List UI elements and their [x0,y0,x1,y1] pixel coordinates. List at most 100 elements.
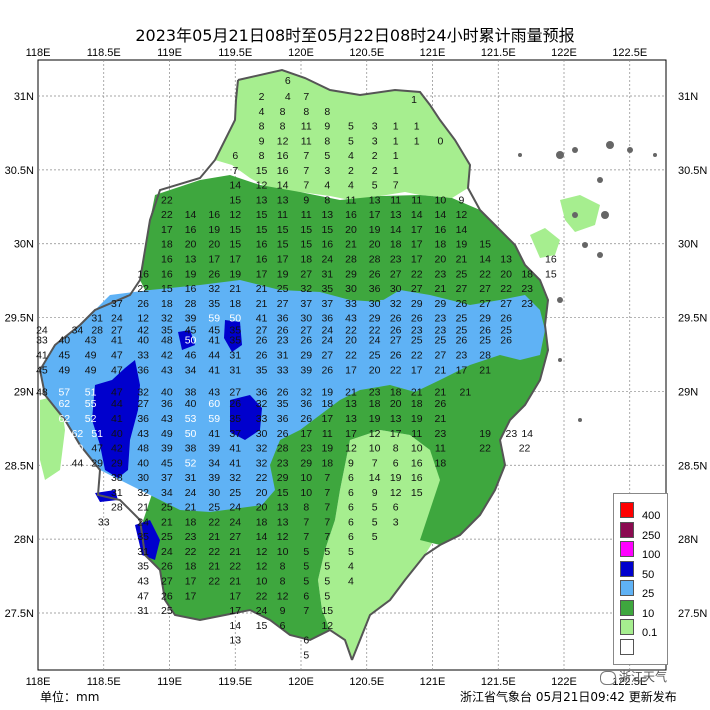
station-value: 14 [229,180,241,192]
station-value: 0 [437,135,443,147]
station-value: 42 [111,443,123,455]
station-value: 26 [411,313,423,325]
station-value: 21 [479,364,491,376]
station-value: 10 [300,487,312,499]
station-value: 41 [36,350,48,362]
station-value: 22 [161,194,173,206]
station-value: 34 [208,457,220,469]
station-value: 18 [161,239,173,251]
station-value: 29 [435,298,447,310]
station-value: 39 [208,472,220,484]
station-value: 13 [277,194,289,206]
station-value: 47 [111,364,123,376]
station-value: 18 [435,457,447,469]
station-value: 24 [321,335,333,347]
station-value: 16 [161,268,173,280]
station-value: 5 [372,516,378,528]
station-value: 19 [456,239,468,251]
station-value: 8 [303,502,309,514]
station-value: 9 [303,194,309,206]
station-value: 16 [277,150,289,162]
station-value: 6 [303,635,309,647]
station-value: 15 [300,239,312,251]
station-value: 11 [301,135,312,147]
station-value: 23 [277,457,289,469]
station-value: 35 [321,283,333,295]
station-value: 33 [277,364,289,376]
station-value: 25 [435,335,447,347]
station-value: 15 [479,239,491,251]
station-value: 33 [345,298,357,310]
station-value: 26 [500,313,512,325]
station-value: 24 [137,516,149,528]
station-value: 13 [321,209,333,221]
station-value: 6 [280,620,286,632]
lon-label-bottom: 122.5E [612,676,647,688]
station-value: 17 [345,428,357,440]
station-value: 15 [161,283,173,295]
station-value: 8 [303,106,309,118]
station-value: 27 [229,386,241,398]
station-value: 57 [58,386,70,398]
station-value: 11 [390,194,401,206]
station-value: 26 [277,386,289,398]
station-value: 14 [521,428,533,440]
station-value: 32 [137,487,149,499]
station-value: 62 [58,413,70,425]
station-value: 7 [303,150,309,162]
station-value: 4 [324,180,330,192]
station-value: 23 [277,335,289,347]
legend-label: 50 [642,568,655,581]
station-value: 24 [185,487,197,499]
station-value: 35 [229,324,241,336]
legend: 400 250 100 50 25 10 0.1 [613,493,668,665]
station-value: 7 [372,457,378,469]
lat-label-left: 28N [14,534,34,546]
station-value: 5 [372,502,378,514]
station-value: 5 [348,121,354,133]
station-value: 21 [256,298,268,310]
station-value: 38 [111,472,123,484]
station-value: 33 [256,413,268,425]
station-value: 41 [229,443,241,455]
station-value: 11 [411,194,422,206]
station-value: 3 [372,121,378,133]
legend-label: 25 [642,588,655,600]
lon-label-top: 121E [420,47,446,59]
station-value: 25 [369,350,381,362]
station-value: 23 [435,324,447,336]
station-value: 30 [208,487,220,499]
station-value: 22 [229,561,241,573]
station-value: 26 [137,298,149,310]
station-value: 17 [256,268,268,280]
station-value: 16 [411,457,423,469]
station-value: 27 [479,283,491,295]
station-value: 26 [479,324,491,336]
station-value: 52 [185,457,197,469]
station-value: 16 [185,224,197,236]
station-value: 53 [185,413,197,425]
station-value: 26 [161,561,173,573]
station-value: 33 [98,516,110,528]
station-value: 31 [185,472,197,484]
station-value: 30 [300,313,312,325]
station-value: 20 [435,253,447,265]
station-value: 22 [411,268,423,280]
station-value: 15 [277,239,289,251]
station-value: 20 [256,502,268,514]
station-value: 21 [229,576,241,588]
station-value: 15 [545,268,557,280]
station-value: 21 [456,253,468,265]
station-value: 50 [185,428,197,440]
station-value: 32 [137,386,149,398]
station-value: 25 [456,324,468,336]
station-value: 32 [256,443,268,455]
station-value: 4 [348,180,354,192]
station-value: 16 [208,209,220,221]
longitude-labels-bottom: 118E 118.5E 119E 119.5E 120E 120.5E 121E 121.5E… [26,676,648,688]
station-value: 39 [161,443,173,455]
station-value: 12 [390,487,402,499]
station-value: 52 [85,413,97,425]
station-value: 15 [321,224,333,236]
